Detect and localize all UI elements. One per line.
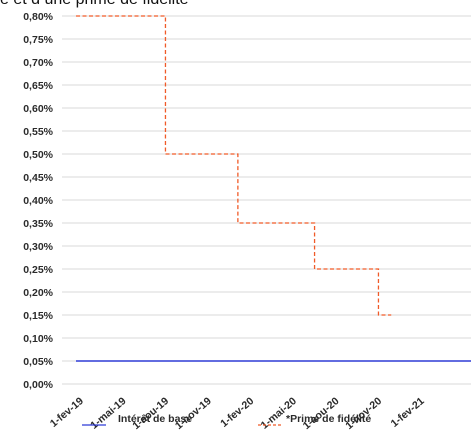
y-tick-label: 0,80%	[23, 11, 53, 23]
y-tick-label: 0,45%	[23, 172, 53, 184]
y-tick-label: 0,75%	[23, 34, 53, 46]
x-tick-label: 1-fev-21	[389, 395, 427, 430]
y-tick-label: 0,05%	[23, 356, 53, 368]
y-tick-label: 0,15%	[23, 310, 53, 322]
y-tick-label: 0,65%	[23, 80, 53, 92]
y-tick-label: 0,30%	[23, 241, 53, 253]
y-tick-label: 0,55%	[23, 126, 53, 138]
gridlines	[62, 15, 471, 385]
y-axis-ticks: 0,00% 0,05% 0,10% 0,15% 0,20% 0,25% 0,30% 0,35%…	[23, 11, 53, 391]
y-tick-label: 0,35%	[23, 218, 53, 230]
y-tick-label: 0,60%	[23, 103, 53, 115]
x-tick-label: 1-fev-19	[48, 395, 86, 430]
y-tick-label: 0,00%	[23, 379, 53, 391]
y-tick-label: 0,25%	[23, 264, 53, 276]
y-tick-label: 0,10%	[23, 333, 53, 345]
legend-label: Intérêt de base	[118, 413, 192, 425]
series-lines	[76, 15, 471, 362]
y-tick-label: 0,40%	[23, 195, 53, 207]
y-tick-label: 0,20%	[23, 287, 53, 299]
y-tick-label: 0,70%	[23, 57, 53, 69]
y-tick-label: 0,50%	[23, 149, 53, 161]
x-tick-label: 1-fev-20	[218, 395, 256, 430]
legend-label: *Prime de fidélité	[286, 413, 371, 425]
series-line-1	[76, 15, 392, 316]
legend: Intérêt de base *Prime de fidélité	[82, 413, 371, 426]
chart-title: e et d une prime de fidélité	[0, 0, 189, 9]
